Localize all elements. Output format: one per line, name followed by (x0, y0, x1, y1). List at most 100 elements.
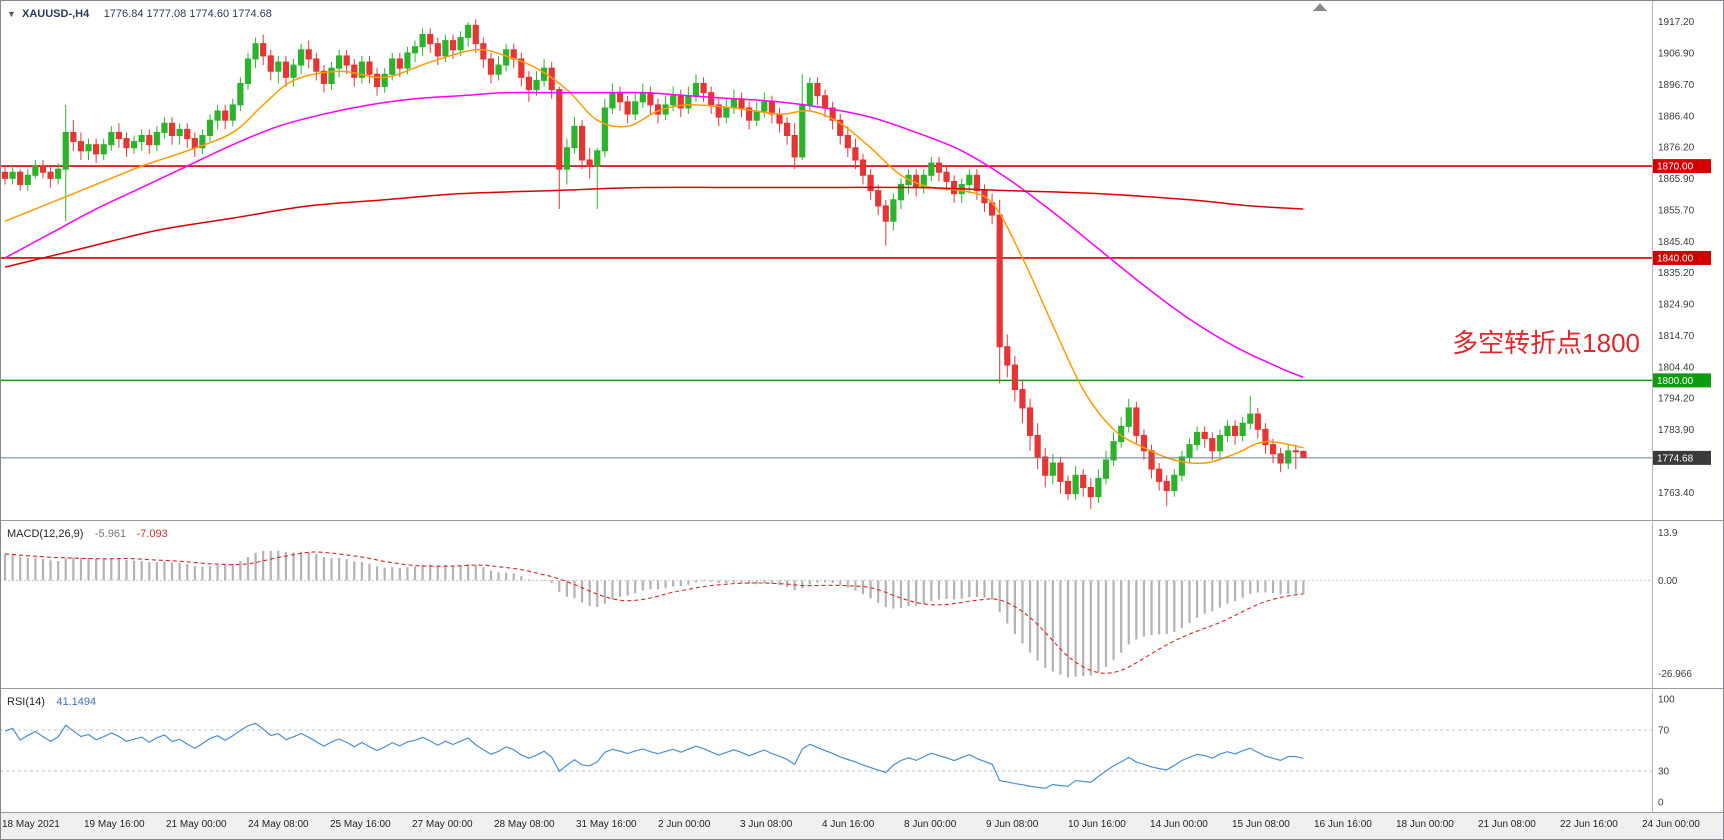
time-axis-label: 18 May 2021 (2, 819, 60, 830)
candle-body (275, 61, 282, 72)
candle-body (320, 70, 328, 84)
candle-body (1095, 477, 1102, 498)
annotation-red-note[interactable]: 多空转折点1800 (1452, 328, 1640, 358)
price-axis-label: 1783.90 (1658, 425, 1695, 436)
candle-body (814, 82, 821, 97)
price-badge (1653, 159, 1711, 174)
rsi-axis-label: 100 (1658, 695, 1675, 706)
time-axis-label: 14 Jun 00:00 (1150, 819, 1208, 830)
macd-layer (0, 550, 1652, 678)
price-axis[interactable] (1652, 0, 1724, 812)
candle-body (1224, 425, 1231, 436)
candle-body (237, 82, 244, 106)
candle-body (821, 95, 829, 109)
candle-body (791, 135, 798, 158)
candle-body (85, 144, 92, 152)
candle-body (1004, 346, 1011, 366)
candle-body (24, 174, 31, 185)
candle-body (1125, 407, 1132, 427)
candle-body (578, 125, 586, 161)
candle-body (533, 79, 540, 91)
candle-body (153, 131, 160, 146)
candle-body (480, 43, 487, 60)
candle-body (1148, 450, 1155, 470)
candle-body (1194, 431, 1201, 446)
candle-body (298, 49, 305, 66)
price-axis-label: 1917.20 (1658, 17, 1695, 28)
candle-body (373, 73, 381, 88)
candle-body (434, 43, 441, 57)
symbol-dropdown-icon[interactable]: ▼ (7, 9, 16, 19)
chart-shift-marker[interactable] (1313, 3, 1327, 11)
main-chart-plot[interactable] (0, 0, 1652, 520)
price-badge-text: 1870.00 (1657, 162, 1694, 173)
macd-axis-label: -26.966 (1658, 669, 1692, 680)
ma-line-mid[interactable] (4, 91, 1304, 379)
candle-body (1247, 413, 1254, 424)
candle-body (632, 101, 639, 115)
candle-body (928, 162, 935, 176)
candle-body (1080, 474, 1087, 489)
candle-body (1072, 474, 1079, 495)
macd-label: MACD(12,26,9) -5.961 -7.093 (7, 524, 168, 541)
time-axis-label: 4 Jun 16:00 (822, 819, 875, 830)
time-axis-label: 8 Jun 00:00 (904, 819, 957, 830)
candle-body (844, 135, 851, 149)
candle-body (1201, 431, 1208, 440)
candle-body (1254, 413, 1261, 430)
rsi-name-text: RSI(14) (7, 696, 45, 708)
candle-body (100, 144, 107, 155)
time-axis-label: 27 May 00:00 (412, 819, 473, 830)
candle-body (244, 58, 252, 84)
candle-body (897, 183, 905, 201)
candle-body (776, 113, 783, 124)
candle-body (867, 174, 874, 192)
candle-body (47, 171, 54, 179)
candle-body (123, 138, 130, 149)
candle-body (738, 98, 745, 109)
candle-body (1163, 480, 1170, 492)
time-axis-label: 10 Jun 16:00 (1068, 819, 1126, 830)
candle-body (1140, 434, 1148, 452)
price-axis-label: 1804.40 (1658, 362, 1695, 373)
time-axis-label: 22 Jun 16:00 (1560, 819, 1618, 830)
candle-body (859, 159, 867, 176)
axis-labels-layer: 1917.20 1906.90 1896.70 1886.40 1876.20 1865.… (1653, 17, 1711, 808)
time-axis-label: 21 May 00:00 (166, 819, 227, 830)
time-axis[interactable] (0, 813, 1724, 840)
candle-body (639, 92, 646, 103)
price-axis-label: 1763.40 (1658, 488, 1695, 499)
macd-signal-value: -7.093 (137, 528, 168, 540)
price-badge (1653, 250, 1711, 265)
price-axis-label: 1794.20 (1658, 394, 1695, 405)
candle-body (837, 119, 844, 137)
candle-body (1156, 468, 1163, 482)
candle-body (389, 58, 396, 75)
symbol-ohlc-label: XAUUSD-,H4 1776.84 1777.08 1774.60 1774.… (22, 4, 272, 21)
candle-body (1178, 456, 1186, 476)
candle-body (290, 64, 297, 78)
time-axis-label: 9 Jun 08:00 (986, 819, 1039, 830)
candle-body (115, 131, 122, 140)
candle-body (1102, 459, 1110, 479)
price-axis-label: 1886.40 (1658, 111, 1695, 122)
candle-body (495, 64, 502, 75)
candle-body (1011, 364, 1018, 391)
ma-line-slow[interactable] (4, 186, 1304, 268)
candle-body (191, 138, 198, 149)
candle-body (184, 128, 191, 140)
candle-body (222, 110, 229, 121)
candle-body (875, 190, 882, 207)
candle-body (1133, 407, 1140, 436)
candle-body (1087, 487, 1094, 498)
candle-body (935, 162, 943, 173)
symbol-period-text: XAUUSD-,H4 (22, 8, 90, 20)
candle-body (108, 131, 115, 146)
candle-body (472, 24, 479, 45)
price-badge (1653, 373, 1711, 388)
macd-panel-plot[interactable] (0, 521, 1652, 688)
candle-body (1262, 428, 1269, 446)
candle-body (692, 82, 700, 97)
ma-line-fast[interactable] (4, 48, 1304, 465)
candle-body (313, 58, 320, 72)
